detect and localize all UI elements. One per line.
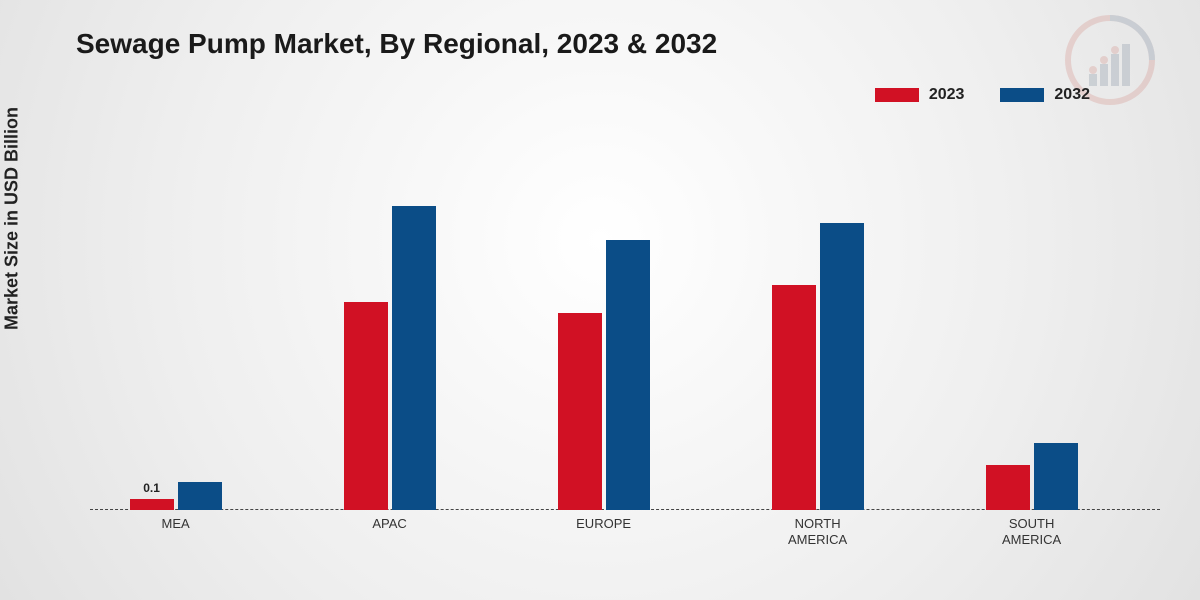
bar-2032-europe xyxy=(606,240,650,510)
legend-item-2032: 2032 xyxy=(1000,86,1090,104)
bar-2032-mea xyxy=(178,482,222,510)
x-axis-label-south_america: SOUTHAMERICA xyxy=(952,510,1112,549)
bar-2023-mea xyxy=(130,499,174,510)
y-axis-label: Market Size in USD Billion xyxy=(2,107,23,330)
bar-2023-south_america xyxy=(986,465,1030,510)
bar-group-mea: MEA0.1 xyxy=(130,482,222,510)
chart-title: Sewage Pump Market, By Regional, 2023 & … xyxy=(76,28,717,60)
plot-area: MEA0.1 APAC EUROPE NORTHAMERICA SOUTHAMERICA xyxy=(90,150,1160,510)
x-axis-label-apac: APAC xyxy=(310,510,470,532)
legend-swatch-2032 xyxy=(1000,88,1044,102)
x-axis-label-mea: MEA xyxy=(96,510,256,532)
legend-item-2023: 2023 xyxy=(875,86,965,104)
bar-value-label-mea: 0.1 xyxy=(132,481,172,495)
bar-group-south_america: SOUTHAMERICA xyxy=(986,443,1078,511)
legend: 2023 2032 xyxy=(875,86,1090,104)
bar-group-europe: EUROPE xyxy=(558,240,650,510)
bar-2032-south_america xyxy=(1034,443,1078,511)
chart-container: Sewage Pump Market, By Regional, 2023 & … xyxy=(0,0,1200,600)
bar-2023-north_america xyxy=(772,285,816,510)
bar-group-apac: APAC xyxy=(344,206,436,510)
bar-2023-europe xyxy=(558,313,602,510)
x-axis-label-europe: EUROPE xyxy=(524,510,684,532)
bar-2032-apac xyxy=(392,206,436,510)
legend-label-2032: 2032 xyxy=(1054,86,1090,104)
x-axis-label-north_america: NORTHAMERICA xyxy=(738,510,898,549)
bar-2032-north_america xyxy=(820,223,864,510)
bar-2023-apac xyxy=(344,302,388,510)
legend-swatch-2023 xyxy=(875,88,919,102)
bar-group-north_america: NORTHAMERICA xyxy=(772,223,864,510)
legend-label-2023: 2023 xyxy=(929,86,965,104)
